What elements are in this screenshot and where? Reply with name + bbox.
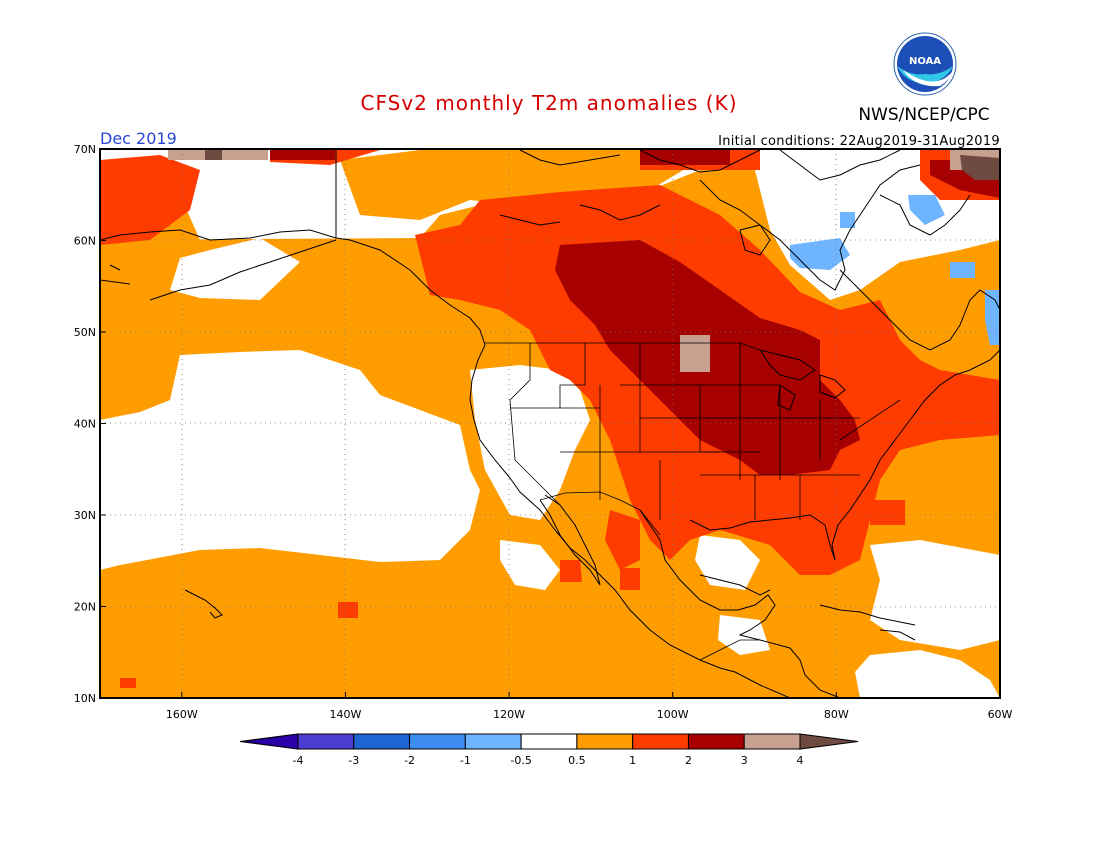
initial-conditions: Initial conditions: 22Aug2019-31Aug2019 — [718, 134, 1000, 149]
agency-label: NWS/NCEP/CPC — [858, 105, 989, 125]
colorbar-segment — [576, 733, 634, 750]
colorbar-label: -2 — [404, 754, 415, 767]
y-tick-label: 50N — [74, 326, 96, 339]
y-tick-label: 20N — [74, 601, 96, 614]
colorbar: -4 -3 -2 -1 -0.5 0.5 1 2 3 4 — [239, 733, 859, 767]
political-borders — [484, 342, 901, 661]
x-tick-label: 80W — [824, 708, 849, 721]
colorbar-label: 1 — [629, 754, 636, 767]
colorbar-segment-min — [239, 733, 299, 750]
y-tick-label: 60N — [74, 235, 96, 248]
colorbar-label: 2 — [685, 754, 692, 767]
colorbar-segment — [353, 733, 411, 750]
colorbar-label: -0.5 — [510, 754, 531, 767]
colorbar-label: -1 — [460, 754, 471, 767]
colorbar-segment — [743, 733, 801, 750]
coastlines — [100, 149, 1000, 698]
colorbar-segment — [297, 733, 355, 750]
colorbar-segment — [464, 733, 522, 750]
noaa-logo-text: NOAA — [909, 56, 941, 67]
lat-lon-grid — [100, 149, 1000, 698]
y-tick-label: 70N — [74, 143, 96, 156]
y-axis: 10N 20N 30N 40N 50N 60N 70N — [74, 143, 106, 705]
colorbar-segment — [409, 733, 466, 750]
colorbar-segment-max — [799, 733, 859, 750]
noaa-logo: NOAA — [893, 32, 957, 96]
x-tick-label: 160W — [166, 708, 198, 721]
valid-month: Dec 2019 — [100, 129, 177, 148]
colorbar-label: -3 — [348, 754, 359, 767]
colorbar-label: -4 — [293, 754, 304, 767]
x-tick-label: 60W — [988, 708, 1013, 721]
x-tick-label: 140W — [330, 708, 362, 721]
x-tick-label: 100W — [657, 708, 689, 721]
x-axis: 160W 140W 120W 100W 80W 60W — [166, 692, 1013, 721]
anomaly-above-4-region — [205, 150, 1000, 180]
y-tick-label: 10N — [74, 692, 96, 705]
x-tick-label: 120W — [493, 708, 525, 721]
colorbar-segment — [520, 733, 578, 750]
colorbar-label: 0.5 — [568, 754, 586, 767]
colorbar-segment — [687, 733, 745, 750]
colorbar-label: 4 — [797, 754, 804, 767]
colorbar-segment — [632, 733, 689, 750]
y-tick-label: 30N — [74, 509, 96, 522]
anomaly-fields — [100, 150, 1000, 698]
anomaly-map — [100, 149, 1000, 698]
y-tick-label: 40N — [74, 418, 96, 431]
colorbar-label: 3 — [741, 754, 748, 767]
anomaly-minus-1-to-minus-0.5-region — [790, 195, 1000, 345]
chart-title: CFSv2 monthly T2m anomalies (K) — [361, 91, 738, 115]
